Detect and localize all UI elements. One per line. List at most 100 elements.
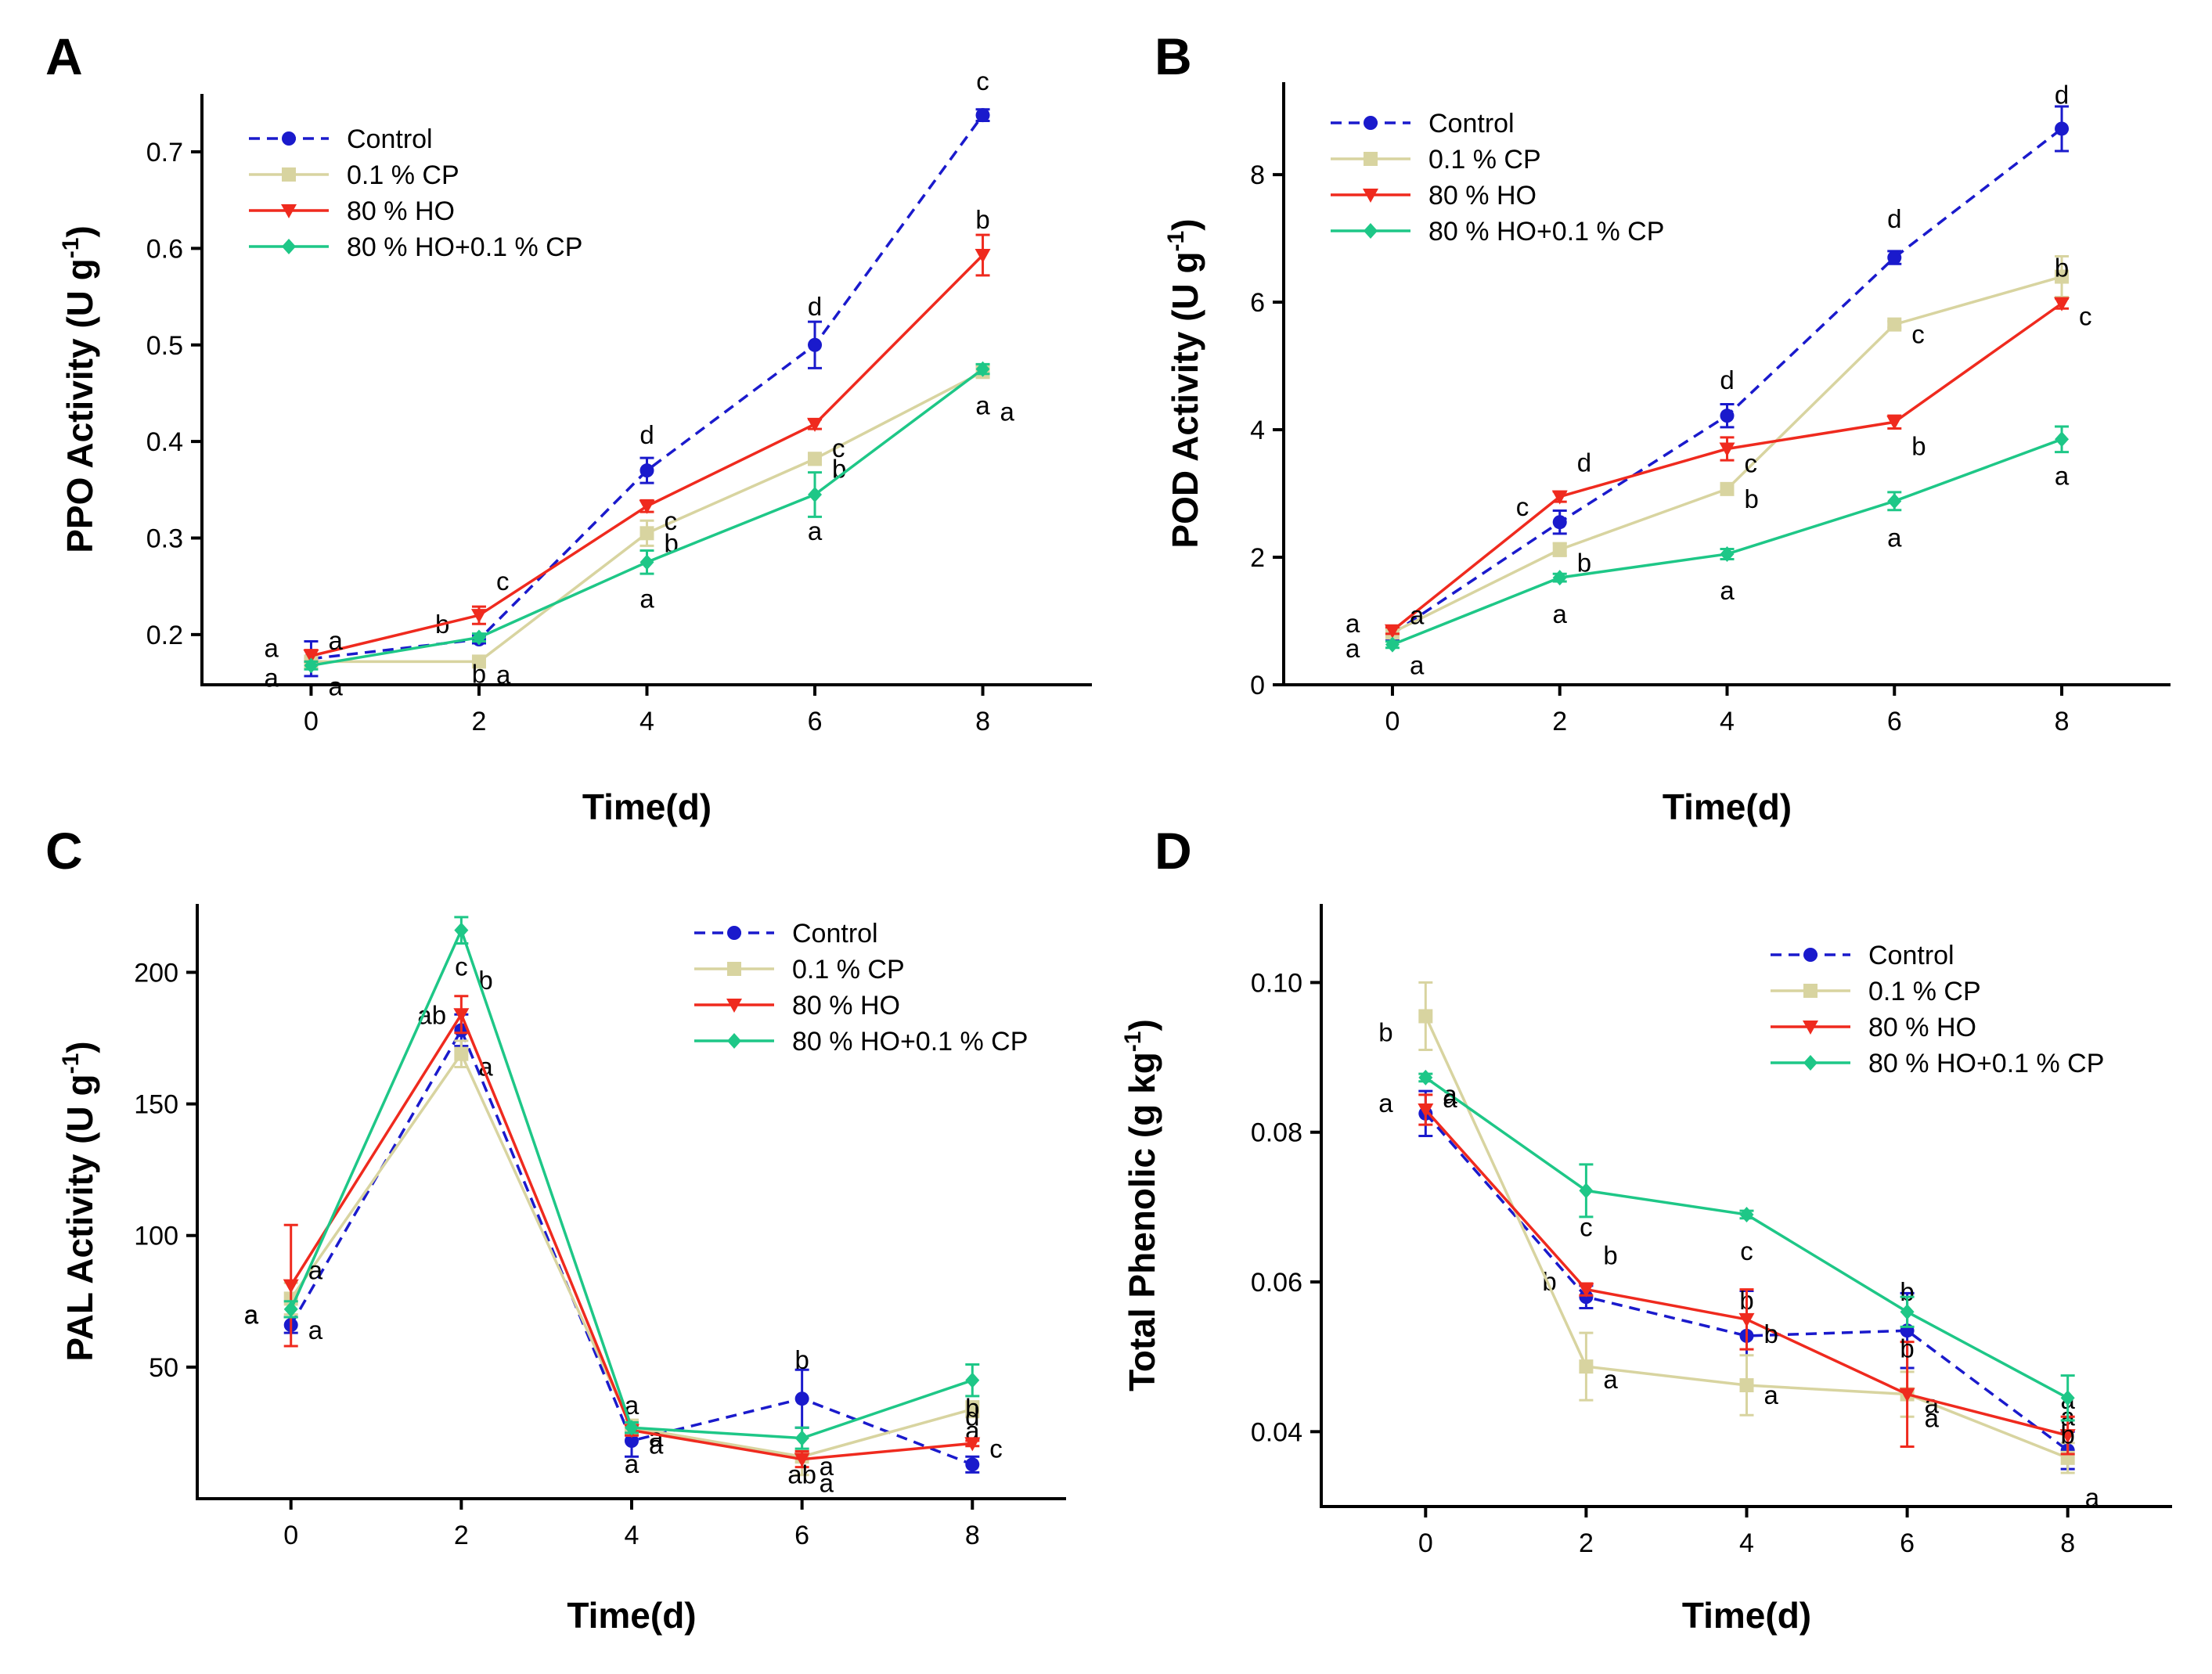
data-point	[975, 361, 990, 377]
significance-letter: b	[832, 454, 846, 483]
significance-letter: d	[2055, 80, 2069, 109]
data-point	[639, 463, 654, 478]
significance-letter: d	[1887, 204, 1901, 233]
legend-marker	[727, 926, 741, 940]
data-point	[807, 417, 823, 432]
data-point	[1552, 570, 1567, 586]
significance-letter: b	[975, 205, 989, 234]
significance-letter: a	[820, 1469, 834, 1498]
data-point	[1552, 515, 1567, 530]
data-point	[1578, 1283, 1594, 1298]
significance-letter: a	[2085, 1483, 2100, 1512]
significance-letter: b	[1900, 1277, 1914, 1306]
panel-d-legend: Control 0.1 % CP 80 % HO 80 % HO+0.1 % CP	[1771, 941, 2104, 1078]
legend-marker	[1364, 152, 1378, 166]
data-point	[2055, 431, 2070, 448]
panel-b-y-tick-label: 4	[1250, 416, 1265, 445]
significance-letter: b	[1603, 1241, 1617, 1270]
legend-label: 0.1 % CP	[1428, 145, 1541, 175]
significance-letter: c	[832, 434, 845, 463]
significance-letter: a	[1603, 1365, 1618, 1394]
significance-letter: a	[625, 1449, 639, 1478]
significance-letter: a	[1346, 609, 1360, 638]
significance-letter: a	[1925, 1404, 1940, 1433]
legend-label: 0.1 % CP	[1868, 977, 1981, 1006]
series-line	[311, 370, 984, 664]
data-point	[1886, 416, 1903, 430]
data-point	[1887, 493, 1902, 509]
significance-letter: c	[1580, 1212, 1593, 1241]
data-point	[1720, 545, 1735, 562]
significance-letter: c	[455, 952, 468, 981]
panel-d-x-tick-label: 8	[2060, 1528, 2075, 1558]
panel-d-x-axis-title: Time(d)	[1682, 1595, 1811, 1636]
significance-letter: a	[496, 660, 511, 689]
significance-letter: a	[1410, 601, 1425, 630]
panel-b-chart: B 0 2 4 6 8 0 2 4 6 8 Time(d) POD Activity (U g-1) a c…	[1155, 27, 2171, 827]
significance-letter: c	[1745, 449, 1758, 478]
data-point	[625, 1420, 639, 1436]
legend-marker	[1803, 1021, 1818, 1035]
panel-b-x-tick-label: 8	[2055, 707, 2070, 736]
significance-letter: a	[649, 1431, 664, 1460]
panel-c-x-axis-title: Time(d)	[567, 1595, 696, 1636]
panel-a-y-tick-label: 0.5	[146, 331, 183, 361]
panel-a-x-tick-label: 8	[975, 707, 990, 736]
panel-b-x-tick-label: 4	[1720, 707, 1735, 736]
data-point	[454, 1046, 469, 1061]
panel-b-y-tick-label: 8	[1250, 160, 1265, 190]
panel-a-y-tick-label: 0.4	[146, 427, 183, 457]
panel-a-y-tick-label: 0.2	[146, 621, 183, 650]
significance-letter: c	[665, 506, 678, 535]
significance-letter: c	[1911, 320, 1925, 349]
series-line	[1424, 1112, 2069, 1452]
panel-a-y-axis-title: PPO Activity (U g-1)	[58, 225, 100, 553]
legend-marker	[1363, 189, 1378, 203]
data-point	[1739, 1206, 1754, 1222]
panel-b-x-tick-label: 0	[1385, 707, 1400, 736]
significance-letter: ab	[787, 1460, 816, 1489]
significance-letter: a	[1720, 576, 1735, 605]
data-point	[808, 452, 823, 466]
panel-a-x-tick-label: 4	[639, 707, 654, 736]
legend-label: 80 % HO+0.1 % CP	[1428, 217, 1664, 247]
legend-label: 80 % HO	[1868, 1013, 1976, 1042]
legend-marker	[727, 962, 741, 976]
panel-b-y-tick-label: 2	[1250, 543, 1265, 573]
panel-c-y-tick-label: 200	[134, 958, 178, 988]
series-line	[311, 368, 984, 668]
panel-a-legend: Control 0.1 % CP 80 % HO 80 % HO+0.1 % CP	[249, 124, 582, 262]
legend-label: 80 % HO+0.1 % CP	[792, 1027, 1028, 1057]
data-point	[1579, 1183, 1594, 1199]
data-point	[2055, 269, 2070, 284]
panel-c-x-tick-label: 8	[965, 1521, 980, 1550]
panel-a-x-axis-title: Time(d)	[582, 787, 712, 827]
panel-a-x-tick-label: 6	[808, 707, 823, 736]
significance-letter: a	[639, 584, 654, 613]
significance-letter: a	[244, 1300, 259, 1329]
significance-letter: b	[2061, 1420, 2075, 1449]
data-point	[453, 1008, 470, 1023]
panel-c-x-tick-label: 2	[454, 1521, 469, 1550]
legend-marker	[1803, 984, 1818, 998]
significance-letter: a	[1346, 634, 1360, 663]
significance-letter: a	[478, 1053, 493, 1082]
panel-c-x-tick-label: 6	[794, 1521, 809, 1550]
data-point	[454, 922, 469, 938]
panel-b-series-3: ad cbb	[1384, 254, 2070, 639]
significance-letter: c	[989, 1435, 1003, 1463]
data-point	[1887, 250, 1902, 265]
data-point	[303, 649, 319, 664]
data-point	[965, 1457, 980, 1472]
data-point	[1738, 1312, 1755, 1327]
panel-b-x-tick-label: 6	[1887, 707, 1902, 736]
legend-label: Control	[347, 124, 433, 154]
significance-letter: a	[808, 517, 823, 545]
data-point	[1900, 1304, 1915, 1320]
